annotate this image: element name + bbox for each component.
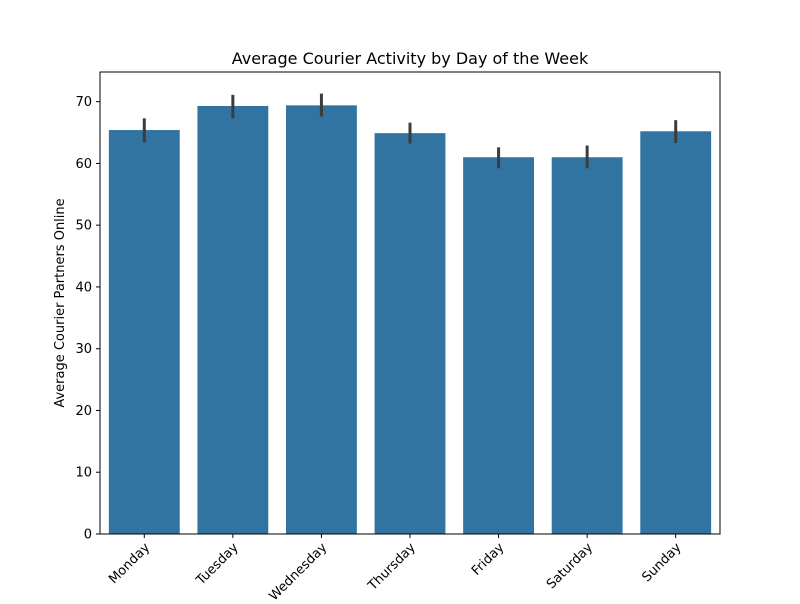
x-axis: Monday Tuesday Wednesday Thursday Friday Satu… (106, 534, 685, 604)
y-tick-label: 20 (75, 404, 92, 419)
chart-title: Average Courier Activity by Day of the W… (232, 49, 589, 68)
error-bars-layer (142, 93, 678, 169)
y-tick-label: 30 (75, 342, 92, 357)
plot-frame (99, 71, 721, 535)
y-tick-label: 40 (75, 280, 92, 295)
x-tick-label-saturday: Saturday (544, 540, 596, 592)
bar-wednesday (286, 105, 357, 535)
y-tick-label: 0 (84, 528, 92, 543)
x-tick-label-friday: Friday (469, 540, 508, 579)
y-tick-label: 70 (75, 95, 92, 110)
bar-friday (463, 157, 534, 534)
y-axis-label: Average Courier Partners Online (53, 198, 68, 407)
bar-thursday (374, 133, 446, 534)
bars-layer (108, 105, 712, 535)
y-tick-label: 50 (75, 219, 92, 234)
x-tick-label-monday: Monday (106, 540, 153, 587)
bar-tuesday (197, 105, 269, 535)
bar-saturday (551, 157, 623, 534)
bar-sunday (640, 131, 712, 534)
y-tick-label: 10 (75, 466, 92, 481)
x-tick-label-tuesday: Tuesday (193, 540, 242, 589)
y-axis: 0 10 20 30 40 50 60 70 (75, 95, 100, 543)
y-tick-label: 60 (75, 157, 92, 172)
x-tick-label-thursday: Thursday (365, 540, 419, 594)
x-tick-label-wednesday: Wednesday (266, 540, 330, 600)
bar-monday (108, 130, 180, 534)
x-tick-label-sunday: Sunday (640, 540, 685, 585)
